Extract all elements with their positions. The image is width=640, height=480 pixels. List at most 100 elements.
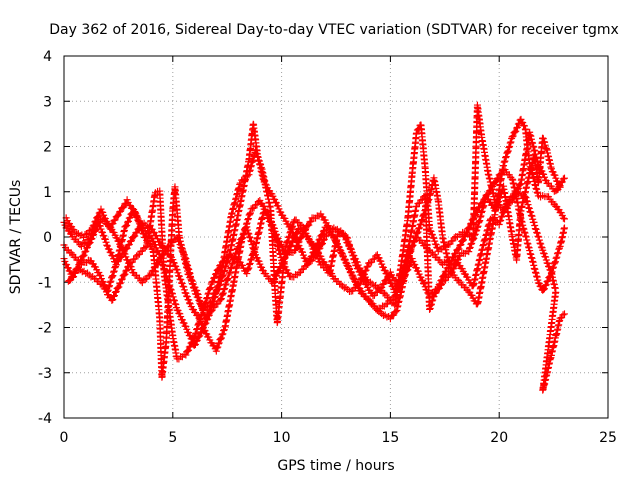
data-point-track-d bbox=[307, 253, 315, 261]
data-point-track-d bbox=[186, 342, 194, 350]
x-tick-label: 0 bbox=[60, 430, 69, 446]
data-point-track-e bbox=[497, 190, 505, 198]
data-point-track-b bbox=[427, 227, 435, 235]
data-point-track-a bbox=[460, 236, 468, 244]
data-point-track-d bbox=[188, 338, 196, 346]
data-point-track-e bbox=[344, 237, 352, 245]
data-point-track-c bbox=[227, 264, 235, 272]
x-tick-label: 15 bbox=[381, 430, 399, 446]
data-point-track-d bbox=[559, 311, 567, 319]
data-point-track-c bbox=[509, 132, 517, 140]
data-point-track-e bbox=[251, 146, 259, 154]
data-point-track-b bbox=[430, 234, 438, 242]
data-point-track-e bbox=[285, 232, 293, 240]
data-point-track-c bbox=[126, 213, 134, 221]
data-point-track-e bbox=[493, 199, 501, 207]
data-point-track-d bbox=[118, 275, 126, 283]
data-point-track-a bbox=[452, 249, 460, 257]
data-point-track-c bbox=[172, 301, 180, 309]
data-point-track-c bbox=[413, 229, 421, 237]
data-point-track-d bbox=[441, 268, 449, 276]
data-point-track-e bbox=[447, 269, 455, 277]
data-point-track-c bbox=[232, 249, 240, 257]
data-point-track-c bbox=[124, 218, 132, 226]
data-point-track-a bbox=[291, 247, 299, 255]
data-point-track-a bbox=[101, 235, 109, 243]
data-point-track-a bbox=[220, 326, 228, 334]
data-point-track-e bbox=[430, 293, 438, 301]
data-point-track-e bbox=[199, 308, 207, 316]
data-point-track-d bbox=[196, 315, 204, 323]
data-point-track-c bbox=[513, 124, 521, 132]
data-point-track-d bbox=[116, 280, 124, 288]
data-point-track-c bbox=[560, 215, 568, 223]
data-point-track-a bbox=[83, 244, 91, 252]
data-point-track-a bbox=[306, 218, 314, 226]
data-point-track-c bbox=[411, 234, 419, 242]
data-point-track-c bbox=[217, 295, 225, 303]
data-point-track-d bbox=[530, 218, 538, 226]
data-point-track-d bbox=[244, 265, 252, 273]
data-point-track-a bbox=[217, 335, 225, 343]
data-point-track-c bbox=[500, 162, 508, 170]
data-point-track-c bbox=[291, 233, 299, 241]
data-point-track-e bbox=[133, 213, 141, 221]
data-point-track-d bbox=[316, 235, 324, 243]
data-point-track-c bbox=[363, 263, 371, 271]
data-point-track-a bbox=[465, 224, 473, 232]
data-point-track-e bbox=[343, 233, 351, 241]
data-point-track-e bbox=[138, 227, 146, 235]
data-point-track-d bbox=[124, 263, 132, 271]
data-point-track-a bbox=[100, 232, 108, 240]
data-point-track-e bbox=[541, 138, 549, 146]
data-point-track-c bbox=[559, 214, 567, 222]
data-point-track-d bbox=[245, 264, 253, 272]
data-point-track-e bbox=[379, 280, 387, 288]
data-point-track-a bbox=[552, 254, 560, 262]
data-point-track-a bbox=[540, 285, 548, 293]
data-point-track-c bbox=[243, 223, 251, 231]
data-point-track-e bbox=[468, 236, 476, 244]
data-point-track-e bbox=[194, 290, 202, 298]
data-point-track-c bbox=[511, 128, 519, 136]
data-point-track-b bbox=[146, 271, 154, 279]
data-point-track-e bbox=[91, 218, 99, 226]
data-point-track-d bbox=[527, 211, 535, 219]
data-point-track-e bbox=[206, 306, 214, 314]
data-point-track-c bbox=[226, 268, 234, 276]
data-point-track-c bbox=[414, 228, 422, 236]
data-point-track-a bbox=[554, 249, 562, 257]
chart-title: Day 362 of 2016, Sidereal Day-to-day VTE… bbox=[49, 22, 619, 38]
data-point-track-c bbox=[504, 147, 512, 155]
data-point-track-e bbox=[283, 238, 291, 246]
data-point-track-c bbox=[171, 300, 179, 308]
data-point-track-e bbox=[289, 222, 297, 230]
data-point-track-a bbox=[173, 266, 181, 274]
data-point-track-d bbox=[497, 213, 505, 221]
data-point-track-a bbox=[215, 339, 223, 347]
data-point-track-d bbox=[497, 216, 505, 224]
data-point-track-e bbox=[202, 314, 210, 322]
data-point-track-d bbox=[302, 262, 310, 270]
tick-labels: 0 5 10 15 20 25 -4 -3 -2 -1 0 1 2 3 4 bbox=[38, 49, 617, 446]
data-point-track-c bbox=[219, 289, 227, 297]
data-point-track-c bbox=[124, 217, 132, 225]
data-point-track-c bbox=[513, 123, 521, 131]
data-point-track-e bbox=[472, 227, 480, 235]
data-point-track-c bbox=[245, 233, 253, 241]
data-point-track-d bbox=[65, 277, 73, 285]
y-tick-label: 3 bbox=[43, 94, 52, 110]
data-point-track-d bbox=[305, 257, 313, 265]
data-point-track-c bbox=[105, 283, 113, 291]
data-point-track-b bbox=[428, 231, 436, 239]
data-point-track-a bbox=[455, 245, 463, 253]
data-point-track-a bbox=[297, 234, 305, 242]
data-point-track-e bbox=[350, 256, 358, 264]
data-point-track-e bbox=[495, 194, 503, 202]
data-point-track-c bbox=[244, 229, 252, 237]
data-point-track-e bbox=[109, 220, 117, 228]
data-point-track-c bbox=[108, 273, 116, 281]
data-point-track-c bbox=[110, 267, 118, 275]
data-point-track-e bbox=[257, 160, 265, 168]
